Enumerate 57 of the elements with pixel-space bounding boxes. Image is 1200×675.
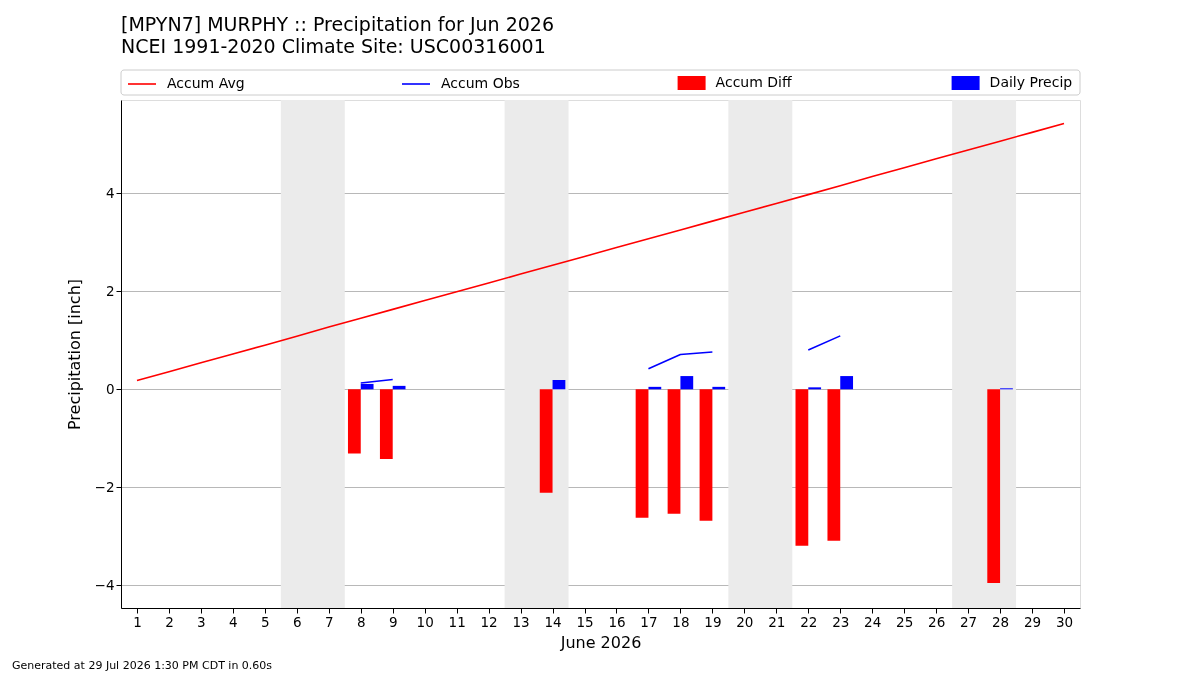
x-tick-label: 22: [800, 613, 818, 630]
x-tick-label: 13: [512, 613, 530, 630]
x-tick-label: 4: [229, 613, 238, 630]
x-tick-label: 30: [1055, 613, 1074, 630]
x-tick-label: 8: [356, 613, 366, 630]
bar: [795, 389, 809, 546]
bar: [827, 389, 841, 541]
bar: [840, 376, 854, 390]
x-tick-label: 2: [165, 613, 174, 630]
text: Generated at 29 Jul 2026 1:30 PM CDT in 0.60s: [12, 659, 273, 672]
x-tick-label: 29: [1023, 613, 1042, 630]
bar: [539, 389, 553, 493]
x-tick-label: 20: [736, 613, 754, 630]
bar: [552, 379, 566, 390]
x-tick-label: 26: [928, 613, 946, 630]
x-tick-label: 5: [261, 613, 270, 630]
x-tick-label: 19: [704, 613, 722, 630]
legend-label: Accum Diff: [715, 74, 792, 90]
legend-label: Daily Precip: [989, 74, 1073, 90]
x-tick-label: 7: [324, 613, 334, 630]
x-tick-label: 21: [768, 613, 786, 630]
bar: [379, 389, 393, 459]
chart-title: [MPYN7] MURPHY :: Precipitation for Jun 2026: [121, 13, 554, 35]
x-tick-label: 17: [640, 613, 658, 630]
y-tick-label: 2: [105, 282, 115, 299]
y-tick-label: 0: [105, 380, 115, 397]
bar: [667, 389, 681, 514]
x-tick-label: 11: [448, 613, 466, 630]
x-axis-title: June 2026: [559, 633, 642, 652]
line-series: [136, 122, 1065, 382]
x-tick-label: 18: [672, 613, 690, 630]
legend-label: Accum Obs: [441, 75, 520, 91]
x-tick-label: 9: [388, 613, 398, 630]
y-tick-label: −4: [94, 576, 115, 593]
x-tick-label: 3: [197, 613, 206, 630]
bar: [680, 376, 694, 390]
bar: [699, 389, 713, 521]
x-tick-label: 10: [416, 613, 434, 630]
bar: [987, 389, 1001, 583]
x-tick-label: 25: [896, 613, 914, 630]
x-tick-label: 24: [864, 613, 882, 630]
x-tick-label: 23: [832, 613, 850, 630]
x-tick-label: 15: [576, 613, 594, 630]
x-tick-label: 16: [608, 613, 626, 630]
y-axis-title: Precipitation [inch]: [64, 278, 84, 431]
y-tick-label: −2: [94, 478, 115, 495]
legend-label: Accum Avg: [167, 75, 245, 91]
x-tick-label: 1: [133, 613, 142, 630]
x-tick-label: 28: [991, 613, 1010, 630]
bar: [347, 389, 361, 454]
x-tick-label: 12: [480, 613, 498, 630]
bar: [635, 389, 649, 518]
chart-subtitle: NCEI 1991-2020 Climate Site: USC00316001: [121, 35, 546, 57]
x-tick-label: 6: [293, 613, 302, 630]
y-tick-label: 4: [105, 184, 115, 201]
x-tick-label: 14: [544, 613, 562, 630]
x-tick-label: 27: [960, 613, 978, 630]
